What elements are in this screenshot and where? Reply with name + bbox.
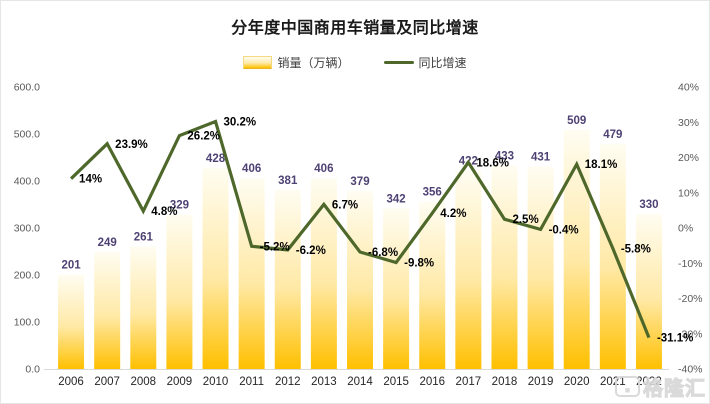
bar-value-label: 479 xyxy=(603,129,622,141)
chart-legend: 销量（万辆） 同比增速 xyxy=(1,54,709,71)
bar-value-label: 509 xyxy=(567,115,586,127)
bar-value-label: 329 xyxy=(170,199,189,211)
growth-point-label: 2.5% xyxy=(512,214,538,226)
right-axis-tick: 0% xyxy=(678,223,693,235)
x-axis-label: 2010 xyxy=(203,376,229,388)
x-axis-label: 2009 xyxy=(167,376,193,388)
right-axis-tick: -30% xyxy=(678,328,703,340)
bar-value-label: 406 xyxy=(242,163,261,175)
bar-value-label: 261 xyxy=(134,231,154,243)
x-axis-label: 2020 xyxy=(564,376,590,388)
growth-point-label: -5.2% xyxy=(260,241,290,253)
x-axis-label: 2014 xyxy=(347,376,373,388)
growth-point-label: 30.2% xyxy=(224,117,257,129)
x-axis-label: 2015 xyxy=(383,376,409,388)
right-axis-tick: 40% xyxy=(678,82,699,94)
right-axis-tick: -20% xyxy=(678,293,703,305)
bar xyxy=(599,143,626,369)
bar xyxy=(94,251,121,369)
legend-item-sales: 销量（万辆） xyxy=(243,54,350,71)
bar-value-label: 433 xyxy=(495,150,514,162)
growth-point-label: -31.1% xyxy=(657,333,693,345)
line-series-swatch-icon xyxy=(383,61,414,64)
bar xyxy=(527,166,554,369)
bar-value-label: 428 xyxy=(206,153,226,165)
bar-value-label: 381 xyxy=(278,175,298,187)
bar-value-label: 201 xyxy=(61,260,81,272)
watermark: ■ 格隆汇 xyxy=(615,372,706,401)
x-axis-label: 2012 xyxy=(275,376,301,388)
bar xyxy=(310,178,337,369)
right-axis-tick: 10% xyxy=(678,187,699,199)
left-axis-tick: 600.0 xyxy=(14,82,40,94)
x-axis-label: 2011 xyxy=(239,376,264,388)
x-axis-label: 2016 xyxy=(419,376,445,388)
x-axis-label: 2006 xyxy=(58,376,84,388)
bar xyxy=(166,214,193,369)
growth-point-label: 4.8% xyxy=(151,206,177,218)
growth-point-label: -9.8% xyxy=(404,258,434,270)
x-axis-label: 2019 xyxy=(528,376,554,388)
bar xyxy=(563,129,590,369)
x-axis-label: 2017 xyxy=(456,376,482,388)
right-axis-tick: -40% xyxy=(678,364,703,376)
x-axis-label: 2022 xyxy=(636,376,662,388)
legend-label-growth: 同比增速 xyxy=(418,56,467,70)
x-axis-label: 2013 xyxy=(311,376,337,388)
left-axis-tick: 500.0 xyxy=(14,129,40,141)
left-axis-tick: 400.0 xyxy=(14,176,40,188)
bar xyxy=(58,274,85,369)
right-axis-tick: 20% xyxy=(678,152,699,164)
bar xyxy=(347,190,373,369)
x-axis-label: 2008 xyxy=(130,376,156,388)
growth-point-label: 18.1% xyxy=(585,159,618,171)
bar xyxy=(238,178,265,369)
watermark-logo-icon: ■ xyxy=(615,376,640,397)
left-axis-tick: 300.0 xyxy=(14,223,40,235)
bar xyxy=(491,165,518,369)
bar xyxy=(419,201,446,369)
left-axis-tick: 100.0 xyxy=(14,317,40,329)
bar xyxy=(274,189,301,369)
x-axis-label: 2007 xyxy=(94,376,120,388)
bar xyxy=(455,170,482,369)
bar xyxy=(635,213,662,369)
growth-point-label: 26.2% xyxy=(187,131,220,143)
growth-point-label: -6.2% xyxy=(296,245,326,257)
growth-point-label: -0.4% xyxy=(549,224,579,236)
growth-point-label: 6.7% xyxy=(332,199,358,211)
bar xyxy=(202,167,229,369)
bar-value-label: 406 xyxy=(314,163,333,175)
bar xyxy=(383,208,410,369)
growth-point-label: -6.8% xyxy=(368,247,398,259)
bar xyxy=(130,246,157,369)
bar-value-label: 356 xyxy=(423,187,442,199)
bar-value-label: 330 xyxy=(639,199,658,211)
growth-point-label: 18.6% xyxy=(476,157,509,169)
growth-point-label: -5.8% xyxy=(621,243,651,255)
right-axis-tick: -10% xyxy=(678,258,703,270)
legend-label-sales: 销量（万辆） xyxy=(277,56,350,70)
bar-value-label: 431 xyxy=(531,151,551,163)
left-axis-tick: 0.0 xyxy=(25,364,40,376)
chart-title: 分年度中国商用车销量及同比增速 xyxy=(231,20,479,37)
growth-line xyxy=(69,119,651,339)
left-axis-tick: 200.0 xyxy=(14,270,40,282)
bar-value-label: 379 xyxy=(350,176,369,188)
bar-value-label: 249 xyxy=(98,237,117,249)
growth-point-label: 14% xyxy=(79,174,102,186)
bar-value-label: 342 xyxy=(387,193,406,205)
bar-series-swatch-icon xyxy=(243,56,273,69)
growth-point-label: 23.9% xyxy=(115,139,148,151)
right-axis-tick: 30% xyxy=(678,117,699,129)
x-axis-label: 2018 xyxy=(492,376,518,388)
growth-point-label: 4.2% xyxy=(440,208,466,220)
watermark-text: 格隆汇 xyxy=(643,378,706,401)
legend-item-growth: 同比增速 xyxy=(383,54,467,71)
